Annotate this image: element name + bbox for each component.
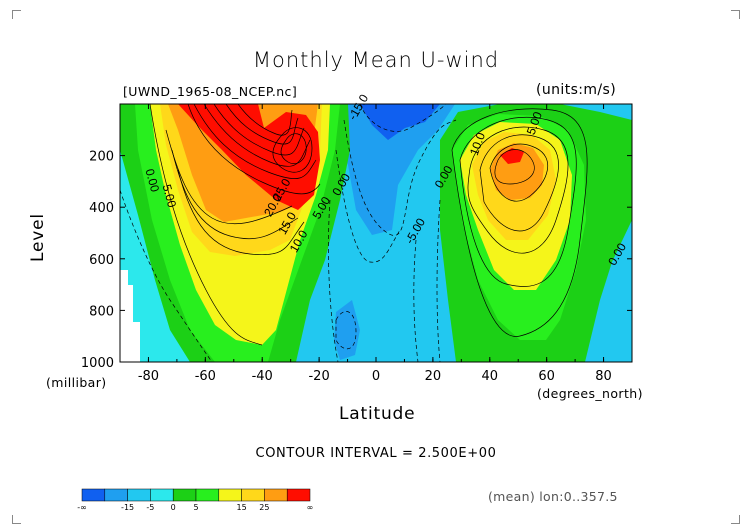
- y-axis-units: (millibar): [46, 375, 107, 390]
- y-axis-label: Level: [28, 213, 48, 262]
- contour-line-layer: [120, 104, 588, 362]
- colorbar-swatch-9: [286, 488, 311, 502]
- contour-band-easterly-1: [330, 104, 455, 235]
- y-tick-label-1: 400: [89, 201, 114, 216]
- corner-mark-bl: [12, 515, 21, 524]
- colorbar-swatch-2: [127, 488, 151, 502]
- colorbar-swatch-3: [150, 488, 174, 502]
- contour-line-8: [165, 129, 293, 225]
- contour-line-negative-1: [343, 119, 457, 236]
- x-tick-label-7: 60: [538, 369, 555, 384]
- file-label: [UWND_1965-08_NCEP.nc]: [123, 84, 298, 99]
- contour-line-16: [459, 116, 577, 287]
- y-tick-label-2: 600: [89, 253, 114, 268]
- mean-longitude-text: (mean) lon:0..357.5: [488, 489, 618, 504]
- contour-line-4: [225, 104, 299, 145]
- colorbar-label-2: -5: [146, 503, 155, 512]
- colorbar-label-3: 0: [170, 503, 176, 512]
- colorbar-label-6: 25: [259, 503, 270, 512]
- corner-mark-tr: [731, 10, 740, 19]
- contour-line-11: [149, 104, 263, 346]
- x-tick-label-2: -40: [252, 369, 273, 384]
- contour-line-7: [272, 127, 313, 173]
- colorbar-label-5: 15: [236, 503, 247, 512]
- colorbar-swatch-0: [81, 488, 106, 502]
- contour-line-1: [193, 104, 317, 180]
- colorbar-label-1: -15: [121, 503, 135, 512]
- contour-line-negative-2: [335, 149, 401, 263]
- colorbar-swatch-7: [241, 488, 265, 502]
- contour-line-2: [203, 104, 311, 167]
- contour-line-12: [494, 149, 535, 185]
- contour-band-neg5-0: [120, 150, 238, 362]
- y-tick-labels: 200 400 600 800 1000: [81, 150, 114, 371]
- contour-line-negative-3: [328, 199, 339, 362]
- contour-band-s-red: [178, 104, 320, 210]
- contour-line-negative-5: [436, 199, 441, 362]
- contour-line-3: [213, 104, 305, 156]
- x-axis-label: Latitude: [339, 404, 416, 424]
- x-tick-label-1: -60: [195, 369, 216, 384]
- contour-line-15: [467, 126, 569, 254]
- contour-line-14: [479, 134, 559, 232]
- y-tick-marks: [120, 155, 632, 363]
- x-tick-label-6: 40: [482, 369, 499, 384]
- contour-line-negative-6: [335, 311, 357, 350]
- y-tick-label-4: 1000: [81, 356, 114, 371]
- x-tick-label-8: 80: [595, 369, 612, 384]
- colorbar-label-0: -∞: [77, 503, 87, 512]
- contour-line-13: [489, 143, 549, 202]
- contour-interval-text: CONTOUR INTERVAL = 2.500E+00: [255, 446, 497, 461]
- contour-band-easterly-2: [360, 104, 440, 140]
- x-tick-label-5: 20: [425, 369, 442, 384]
- colorbar-swatch-1: [104, 488, 128, 502]
- colorbar-label-4: 5: [193, 503, 199, 512]
- missing-data-area: [120, 270, 140, 362]
- corner-mark-tl: [12, 10, 21, 19]
- corner-mark-br: [731, 515, 740, 524]
- contour-line-17: [451, 108, 588, 337]
- contour-label-1: 5.00: [160, 183, 180, 209]
- x-tick-label-3: -20: [308, 369, 329, 384]
- contour-line-negative-7: [120, 189, 213, 362]
- units-label: (units:m/s): [536, 82, 617, 98]
- contour-label-0: 0.00: [143, 167, 163, 193]
- contour-line-negative-4: [413, 239, 419, 362]
- contour-line-10: [177, 169, 305, 256]
- colorbar-swatch-6: [218, 488, 242, 502]
- contour-fill-layer: [120, 104, 632, 362]
- y-tick-label-3: 800: [89, 304, 114, 319]
- colorbar-swatch-8: [264, 488, 288, 502]
- x-tick-label-0: -80: [138, 369, 159, 384]
- colorbar-swatch-5: [195, 488, 220, 502]
- colorbar: [81, 488, 311, 502]
- chart-title: Monthly Mean U-wind: [252, 48, 500, 72]
- colorbar-swatch-4: [172, 488, 197, 502]
- colorbar-label-7: ∞: [306, 503, 314, 512]
- x-axis-units: (degrees_north): [537, 386, 643, 401]
- x-tick-label-4: 0: [372, 369, 380, 384]
- contour-line-5: [237, 104, 293, 136]
- contour-line-0: [187, 104, 321, 195]
- x-tick-labels: -80 -60 -40 -20 0 20 40 60 80: [138, 369, 612, 384]
- y-tick-label-0: 200: [89, 150, 114, 165]
- contour-line-6: [280, 133, 307, 165]
